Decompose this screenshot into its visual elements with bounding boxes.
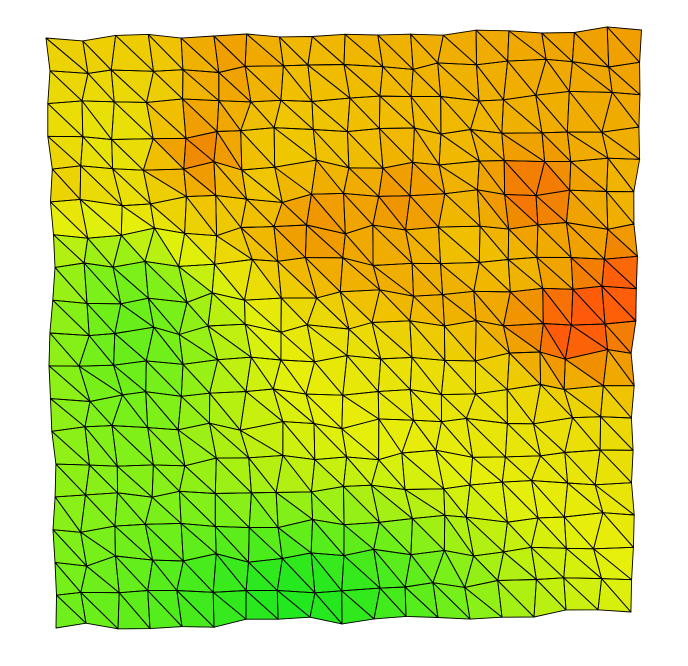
mesh-edge — [276, 589, 311, 620]
mesh-edge — [147, 590, 183, 630]
mesh-edges-layer — [45, 26, 642, 630]
mesh-edge — [176, 590, 215, 628]
mesh-edge — [373, 587, 407, 620]
mesh-edge — [464, 586, 503, 620]
mesh-edge — [563, 577, 599, 611]
mesh-edge — [212, 591, 247, 628]
mesh-edge — [533, 579, 567, 618]
mesh-edge — [341, 590, 375, 625]
mesh-edge — [432, 582, 471, 620]
mesh-edge — [309, 592, 343, 625]
mesh-edge — [404, 586, 439, 618]
mesh-edge — [55, 594, 87, 629]
mesh-edge — [117, 592, 151, 630]
mesh-edge — [597, 578, 632, 613]
mesh-edge — [80, 591, 119, 630]
mesh-edge — [497, 580, 535, 618]
mesh-edge — [245, 590, 279, 620]
